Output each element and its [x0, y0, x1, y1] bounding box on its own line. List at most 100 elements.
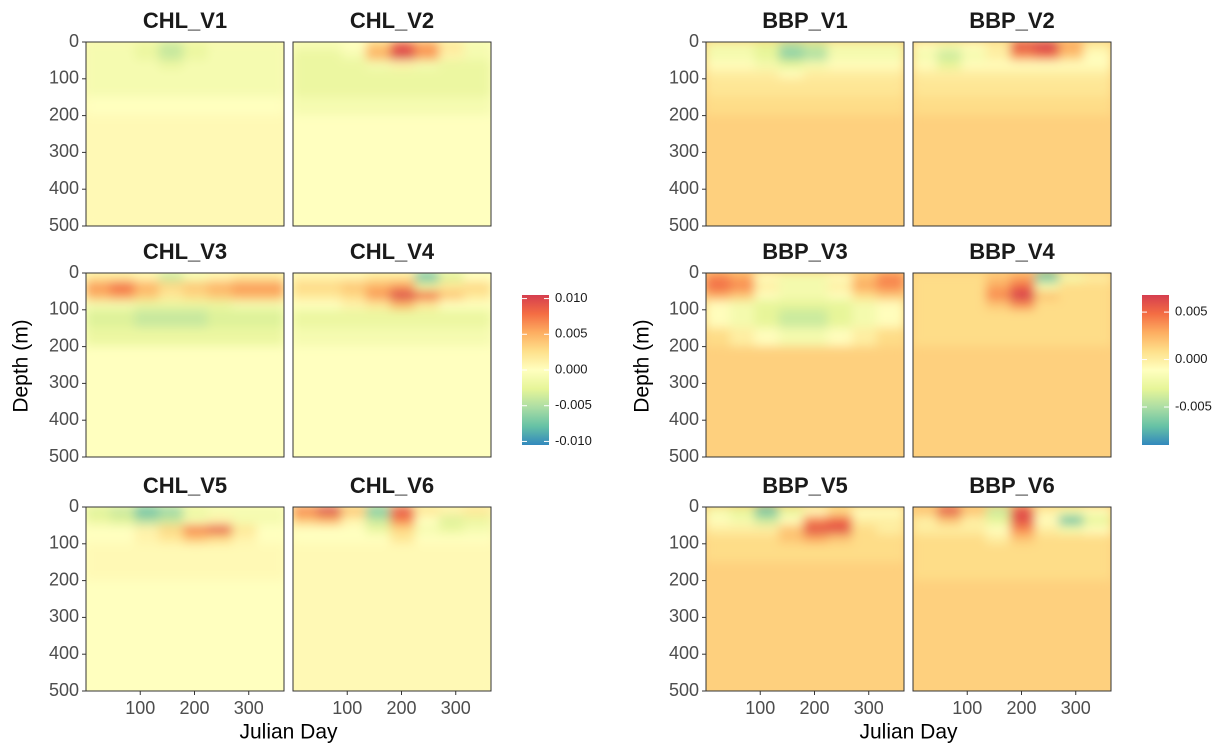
heatmap-cell — [316, 96, 343, 117]
heatmap-cell — [1034, 115, 1060, 226]
heatmap-cell — [341, 580, 367, 691]
heatmap-cell — [463, 281, 491, 292]
heatmap-cell — [463, 543, 491, 563]
panel-title: CHL_V2 — [350, 8, 434, 33]
heatmap-cell — [365, 281, 392, 292]
heatmap-cell — [876, 42, 904, 52]
heatmap-cell — [1010, 290, 1036, 302]
heatmap-cell — [293, 543, 318, 563]
x-axis-title: Julian Day — [859, 721, 958, 744]
heatmap-cells — [293, 507, 491, 691]
heatmap-cell — [1058, 534, 1085, 545]
heatmap-cell — [827, 59, 853, 71]
heatmap-cell — [961, 580, 987, 691]
heatmap-cell — [109, 543, 136, 563]
heatmap-cell — [231, 115, 258, 226]
heatmap-cell — [936, 580, 963, 691]
heatmap-cell — [1010, 69, 1036, 80]
heatmap-cell — [316, 327, 343, 348]
heatmap-cell — [390, 290, 416, 302]
heatmap-cell — [438, 524, 465, 536]
heatmap-cell — [231, 515, 258, 526]
heatmap-cell — [1034, 346, 1060, 457]
heatmap-cell — [706, 515, 731, 526]
heatmap-cell — [134, 96, 160, 117]
heatmap-cell — [754, 327, 780, 348]
heatmap-cell — [463, 50, 491, 61]
heatmap-cell — [1010, 309, 1036, 329]
heatmap-cell — [851, 561, 878, 582]
heatmap-cell — [729, 69, 756, 80]
heatmap-cell — [1083, 96, 1111, 117]
heatmap-cell — [851, 507, 878, 517]
heatmap-cell — [985, 59, 1012, 71]
heatmap-cell — [109, 273, 136, 283]
heatmap-cell — [341, 50, 367, 61]
heatmap-cell — [1083, 290, 1111, 302]
heatmap-cell — [1058, 346, 1085, 457]
heatmap-cell — [851, 515, 878, 526]
heatmap-cell — [961, 534, 987, 545]
heatmap-cell — [1034, 534, 1060, 545]
heatmap-cell — [134, 580, 160, 691]
heatmap-cell — [913, 281, 938, 292]
heatmap-cell — [207, 290, 233, 302]
heatmap-cell — [86, 78, 111, 98]
panel-border — [85, 272, 285, 458]
heatmap-cell — [341, 273, 367, 283]
heatmap-cell — [706, 69, 731, 80]
heatmap-cell — [1010, 300, 1036, 311]
heatmap-cell — [754, 273, 780, 283]
heatmap-cell — [86, 290, 111, 302]
heatmap-cell — [754, 78, 780, 98]
heatmap-cell — [778, 115, 805, 226]
heatmap-cell — [1058, 580, 1085, 691]
heatmap-cell — [851, 309, 878, 329]
heatmap-cell — [1058, 327, 1085, 348]
heatmap-cell — [985, 524, 1012, 536]
heatmap-cell — [207, 346, 233, 457]
heatmap-cell — [729, 115, 756, 226]
heatmap-cell — [1010, 115, 1036, 226]
heatmap-cell — [207, 115, 233, 226]
heatmap-cell — [936, 300, 963, 311]
heatmap-cell — [109, 96, 136, 117]
heatmap-cell — [1083, 327, 1111, 348]
heatmap-cell — [86, 50, 111, 61]
heatmap-cell — [1034, 300, 1060, 311]
heatmap-cell — [414, 115, 440, 226]
heatmap-cells — [913, 507, 1111, 691]
heatmap-cell — [293, 524, 318, 536]
heatmap-cell — [876, 281, 904, 292]
heatmap-cell — [256, 300, 284, 311]
heatmap-cell — [293, 580, 318, 691]
heatmap-cell — [803, 580, 829, 691]
heatmap-cell — [390, 50, 416, 61]
heatmap-cell — [961, 59, 987, 71]
heatmap-cell — [341, 96, 367, 117]
heatmap-cell — [207, 515, 233, 526]
heatmap-cell — [1058, 281, 1085, 292]
heatmap-cell — [1034, 78, 1060, 98]
heatmap-cell — [706, 96, 731, 117]
heatmap-cell — [134, 50, 160, 61]
heatmap-cell — [706, 346, 731, 457]
heatmap-cell — [256, 290, 284, 302]
heatmap-cell — [293, 59, 318, 71]
heatmap-cell — [754, 507, 780, 517]
heatmap-cell — [183, 561, 209, 582]
panel — [913, 273, 1111, 457]
y-tick-label: 500 — [669, 446, 699, 466]
heatmap-cell — [1034, 515, 1060, 526]
heatmap-cell — [341, 290, 367, 302]
heatmap-cell — [86, 59, 111, 71]
heatmap-cell — [936, 534, 963, 545]
heatmap-cell — [341, 507, 367, 517]
heatmap-cell — [706, 281, 731, 292]
heatmap-cell — [985, 534, 1012, 545]
heatmap-cell — [207, 69, 233, 80]
heatmap-cell — [86, 515, 111, 526]
heatmap-cell — [231, 580, 258, 691]
y-tick-label: 300 — [49, 606, 79, 626]
heatmap-cell — [985, 561, 1012, 582]
